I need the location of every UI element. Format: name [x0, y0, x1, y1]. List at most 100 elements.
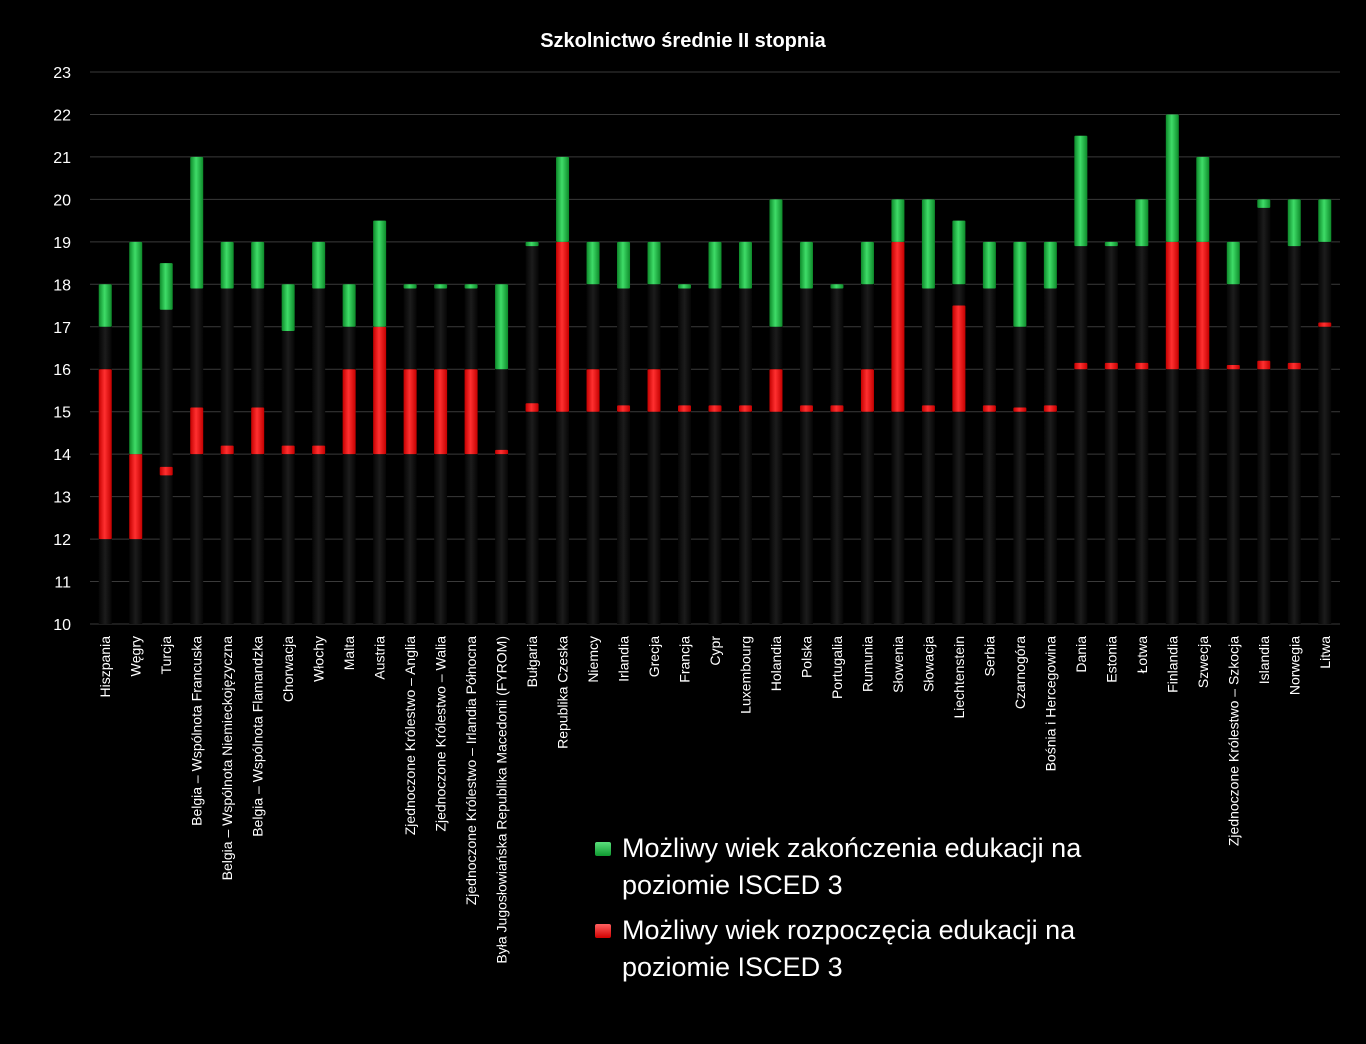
x-tick-label: Łotwa [1134, 636, 1150, 674]
bar-end-age [617, 241, 631, 289]
bar-end-age [891, 199, 905, 242]
bar-end-age [434, 284, 448, 289]
bar-base [312, 241, 326, 624]
bar-end-age [373, 220, 387, 327]
bar-start-age [1165, 241, 1179, 370]
bar-end-age [1165, 114, 1179, 242]
x-tick-label: Serbia [981, 636, 997, 677]
bar-start-age [1043, 405, 1057, 412]
bar-end-age [1043, 241, 1057, 289]
x-tick-label: Rumunia [859, 636, 875, 692]
bar-start-age [495, 449, 509, 455]
bar-start-age [1013, 407, 1027, 412]
y-tick-label: 22 [53, 107, 71, 124]
x-tick-label: Holandia [768, 636, 784, 691]
y-tick-label: 15 [53, 405, 71, 422]
bar-base [830, 284, 844, 624]
bar-end-age [159, 263, 173, 310]
bar-end-age [921, 199, 935, 289]
bar-start-age [1196, 241, 1210, 370]
x-tick-label: Luxembourg [737, 636, 753, 714]
bar-end-age [830, 284, 844, 289]
bar-base [738, 241, 752, 624]
bar-end-age [647, 241, 661, 285]
bar-end-age [403, 284, 417, 289]
x-tick-label: Estonia [1103, 636, 1119, 683]
bar-start-age [98, 369, 112, 540]
bar-base [1257, 199, 1271, 624]
y-tick-label: 17 [53, 320, 71, 337]
y-tick-label: 18 [53, 277, 71, 294]
bar-start-age [251, 407, 265, 455]
bar-base [1013, 241, 1027, 624]
bar-end-age [708, 241, 722, 289]
bar-base [647, 241, 661, 624]
x-tick-label: Republika Czeska [555, 636, 571, 749]
bar-end-age [281, 284, 295, 332]
bar-end-age [1287, 199, 1301, 247]
bar-base [220, 241, 234, 624]
bar-start-age [464, 369, 478, 455]
bar-end-age [1318, 199, 1332, 242]
x-tick-label: Słowenia [890, 636, 906, 693]
bar-base [1043, 241, 1057, 624]
bar-base [1104, 241, 1118, 624]
bar-base [1318, 199, 1332, 624]
x-tick-label: Turcja [158, 636, 174, 675]
legend-swatch-green [595, 842, 611, 856]
bar-start-age [982, 405, 996, 412]
bar-start-age [891, 241, 905, 412]
x-tick-label: Belgia – Wspólnota Niemieckojęzyczna [219, 636, 235, 881]
x-tick-label: Czarnogóra [1012, 636, 1028, 709]
x-tick-label: Francja [677, 636, 693, 683]
bar-start-age [830, 405, 844, 412]
x-tick-label: Finlandia [1164, 636, 1180, 693]
bar-start-age [1135, 362, 1149, 370]
x-tick-label: Liechtenstein [951, 636, 967, 719]
bar-start-age [708, 405, 722, 412]
y-tick-label: 19 [53, 235, 71, 252]
bar-start-age [1104, 362, 1118, 370]
x-tick-label: Szwecja [1195, 636, 1211, 688]
y-tick-label: 16 [53, 362, 71, 379]
bar-start-age [1287, 362, 1301, 370]
bar-end-age [1013, 241, 1027, 327]
y-tick-label: 23 [53, 65, 71, 82]
y-tick-label: 12 [53, 532, 71, 549]
legend-item-start-age: Możliwy wiek rozpoczęcia edukacji na poz… [592, 912, 1152, 986]
x-tick-label: Zjednoczone Królestwo – Walia [433, 636, 449, 832]
bar-end-age [1074, 135, 1088, 247]
x-tick-label: Belgia – Wspólnota Flamandzka [250, 636, 266, 837]
bar-start-age [373, 326, 387, 455]
bar-end-age [556, 156, 570, 242]
y-tick-label: 14 [53, 447, 71, 464]
bar-end-age [1226, 241, 1240, 285]
x-tick-label: Austria [372, 636, 388, 680]
bar-start-age [342, 369, 356, 455]
x-tick-label: Węgry [128, 636, 144, 676]
bar-start-age [1226, 364, 1240, 370]
bar-start-age [860, 369, 874, 412]
x-tick-label: Zjednoczone Królestwo – Anglia [402, 636, 418, 835]
bar-end-age [1104, 241, 1118, 247]
bar-end-age [525, 241, 539, 247]
bar-end-age [860, 241, 874, 285]
bar-end-age [220, 241, 234, 289]
bar-start-age [647, 369, 661, 412]
bar-start-age [952, 305, 966, 412]
bar-base [860, 241, 874, 624]
bar-end-age [251, 241, 265, 289]
bar-end-age [769, 199, 783, 327]
bar-base [708, 241, 722, 624]
x-tick-label: Włochy [311, 636, 327, 682]
bar-end-age [342, 284, 356, 327]
bar-end-age [464, 284, 478, 289]
bar-end-age [799, 241, 813, 289]
bar-base [159, 263, 173, 624]
bar-start-age [190, 407, 204, 455]
bar-start-age [403, 369, 417, 455]
bar-base [617, 241, 631, 624]
bar-start-age [738, 405, 752, 412]
x-tick-label: Bośnia i Hercegowina [1042, 636, 1058, 772]
x-tick-label: Irlandia [616, 636, 632, 682]
